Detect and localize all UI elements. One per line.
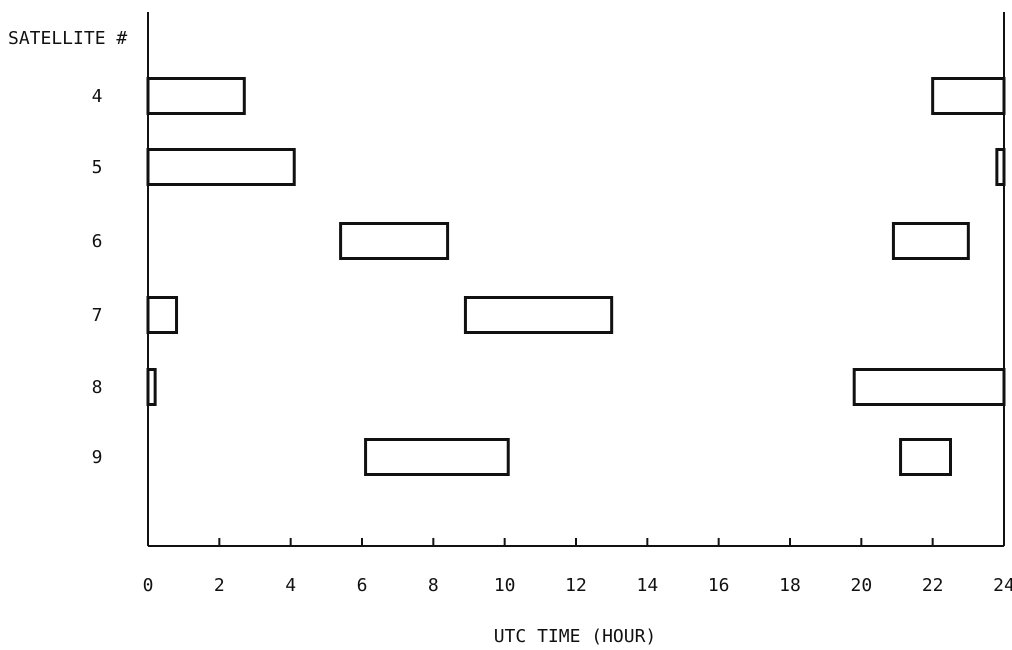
y-tick-label: 9	[92, 447, 103, 468]
visibility-bar	[146, 368, 157, 406]
x-axis-title: UTC TIME (HOUR)	[494, 626, 657, 647]
visibility-bar	[463, 296, 614, 334]
visibility-bar	[339, 222, 450, 260]
visibility-bar	[852, 368, 1006, 406]
x-tick-label: 24	[993, 575, 1012, 596]
x-tick-label: 8	[428, 575, 439, 596]
visibility-bar	[146, 77, 246, 115]
x-tick-label: 2	[214, 575, 225, 596]
bar-group	[146, 77, 1006, 476]
visibility-bar	[931, 77, 1006, 115]
x-tick-label: 0	[143, 575, 154, 596]
visibility-bar	[146, 148, 296, 186]
y-tick-label: 5	[92, 157, 103, 178]
x-tick-label: 22	[922, 575, 944, 596]
x-tick-group: 0 2 4 6 8 10 12 14 16 18 20 22 24	[143, 538, 1012, 596]
visibility-bar	[891, 222, 970, 260]
y-tick-label: 4	[92, 86, 103, 107]
x-tick-label: 12	[565, 575, 587, 596]
visibility-bar	[146, 296, 179, 334]
x-tick-label: 20	[850, 575, 872, 596]
y-label-group: 4 5 6 7 8 9	[92, 86, 103, 468]
x-tick-label: 10	[494, 575, 516, 596]
x-tick-label: 4	[285, 575, 296, 596]
x-tick-label: 6	[357, 575, 368, 596]
y-axis-title: SATELLITE #	[8, 28, 127, 49]
y-tick-label: 6	[92, 231, 103, 252]
y-tick-label: 8	[92, 377, 103, 398]
y-tick-label: 7	[92, 305, 103, 326]
x-tick-label: 14	[636, 575, 658, 596]
visibility-bar	[899, 438, 952, 476]
x-tick-label: 18	[779, 575, 801, 596]
visibility-bar	[995, 148, 1006, 186]
visibility-bar	[364, 438, 510, 476]
x-tick-label: 16	[708, 575, 730, 596]
